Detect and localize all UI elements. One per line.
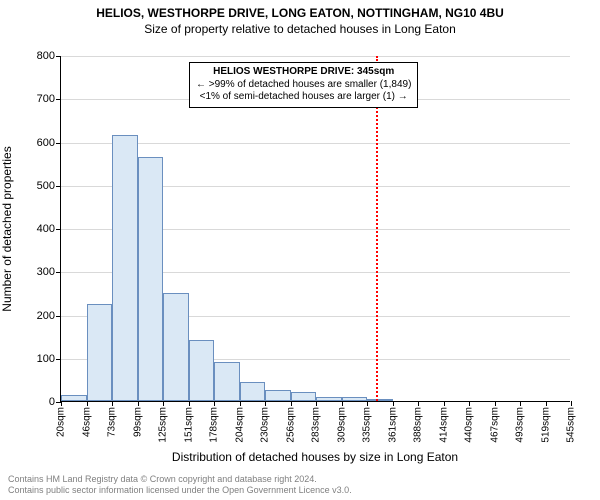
x-tick-mark: [189, 401, 190, 406]
histogram-bar: [316, 397, 342, 401]
x-tick-label: 178sqm: [209, 407, 220, 443]
histogram-bar: [61, 395, 87, 401]
y-tick-label: 200: [37, 310, 55, 322]
x-tick-mark: [163, 401, 164, 406]
x-tick-label: 545sqm: [566, 407, 577, 443]
x-tick-label: 46sqm: [81, 407, 92, 437]
x-tick-label: 519sqm: [540, 407, 551, 443]
y-tick-label: 800: [37, 50, 55, 62]
x-tick-label: 493sqm: [515, 407, 526, 443]
x-tick-mark: [112, 401, 113, 406]
x-tick-mark: [316, 401, 317, 406]
footer-line-2: Contains public sector information licen…: [8, 485, 592, 496]
reference-line: [376, 56, 378, 401]
histogram-bar: [138, 157, 164, 401]
gridline: [61, 56, 570, 57]
x-tick-mark: [444, 401, 445, 406]
x-tick-mark: [495, 401, 496, 406]
footer-line-1: Contains HM Land Registry data © Crown c…: [8, 474, 592, 485]
x-tick-label: 151sqm: [183, 407, 194, 443]
x-tick-label: 99sqm: [132, 407, 143, 437]
y-tick-label: 700: [37, 93, 55, 105]
histogram-bar: [214, 362, 240, 401]
y-axis-label: Number of detached properties: [0, 146, 14, 311]
page-title-address: HELIOS, WESTHORPE DRIVE, LONG EATON, NOT…: [0, 0, 600, 20]
x-tick-mark: [393, 401, 394, 406]
y-tick-label: 600: [37, 137, 55, 149]
x-tick-label: 414sqm: [438, 407, 449, 443]
histogram-bar: [367, 399, 393, 401]
x-tick-label: 230sqm: [260, 407, 271, 443]
annotation-title: HELIOS WESTHORPE DRIVE: 345sqm: [196, 66, 411, 79]
x-tick-mark: [571, 401, 572, 406]
x-tick-label: 309sqm: [336, 407, 347, 443]
x-tick-mark: [240, 401, 241, 406]
histogram-bar: [265, 390, 291, 401]
y-tick-label: 0: [49, 396, 55, 408]
annotation-line-smaller: ← >99% of detached houses are smaller (1…: [196, 79, 411, 92]
x-tick-label: 283sqm: [311, 407, 322, 443]
x-tick-label: 361sqm: [387, 407, 398, 443]
y-tick-mark: [56, 316, 61, 317]
x-tick-label: 73sqm: [107, 407, 118, 437]
x-tick-label: 204sqm: [234, 407, 245, 443]
y-tick-mark: [56, 229, 61, 230]
y-tick-mark: [56, 186, 61, 187]
y-tick-mark: [56, 272, 61, 273]
x-tick-label: 256sqm: [285, 407, 296, 443]
x-tick-mark: [546, 401, 547, 406]
x-tick-label: 467sqm: [489, 407, 500, 443]
y-tick-mark: [56, 359, 61, 360]
x-tick-mark: [367, 401, 368, 406]
x-tick-label: 440sqm: [464, 407, 475, 443]
x-tick-label: 125sqm: [158, 407, 169, 443]
annotation-line-larger: <1% of semi-detached houses are larger (…: [196, 91, 411, 104]
y-tick-label: 500: [37, 180, 55, 192]
y-tick-mark: [56, 56, 61, 57]
histogram-bar: [112, 135, 138, 401]
histogram-chart: 010020030040050060070080020sqm46sqm73sqm…: [60, 56, 570, 402]
x-tick-label: 335sqm: [362, 407, 373, 443]
x-tick-mark: [61, 401, 62, 406]
histogram-bar: [189, 340, 215, 401]
annotation-box: HELIOS WESTHORPE DRIVE: 345sqm ← >99% of…: [189, 62, 418, 108]
x-tick-label: 20sqm: [56, 407, 67, 437]
x-tick-mark: [87, 401, 88, 406]
x-tick-mark: [520, 401, 521, 406]
x-tick-mark: [469, 401, 470, 406]
y-tick-label: 400: [37, 223, 55, 235]
y-tick-mark: [56, 143, 61, 144]
histogram-bar: [163, 293, 189, 401]
x-axis-label: Distribution of detached houses by size …: [60, 450, 570, 464]
histogram-bar: [291, 392, 317, 401]
x-tick-mark: [291, 401, 292, 406]
y-tick-mark: [56, 99, 61, 100]
y-tick-label: 100: [37, 353, 55, 365]
x-tick-mark: [138, 401, 139, 406]
histogram-bar: [87, 304, 113, 401]
x-tick-mark: [418, 401, 419, 406]
x-tick-mark: [214, 401, 215, 406]
footer-credits: Contains HM Land Registry data © Crown c…: [8, 474, 592, 497]
histogram-bar: [342, 397, 368, 401]
x-tick-label: 388sqm: [413, 407, 424, 443]
x-tick-mark: [342, 401, 343, 406]
histogram-bar: [240, 382, 266, 401]
page-subtitle: Size of property relative to detached ho…: [0, 20, 600, 36]
x-tick-mark: [265, 401, 266, 406]
y-tick-label: 300: [37, 266, 55, 278]
